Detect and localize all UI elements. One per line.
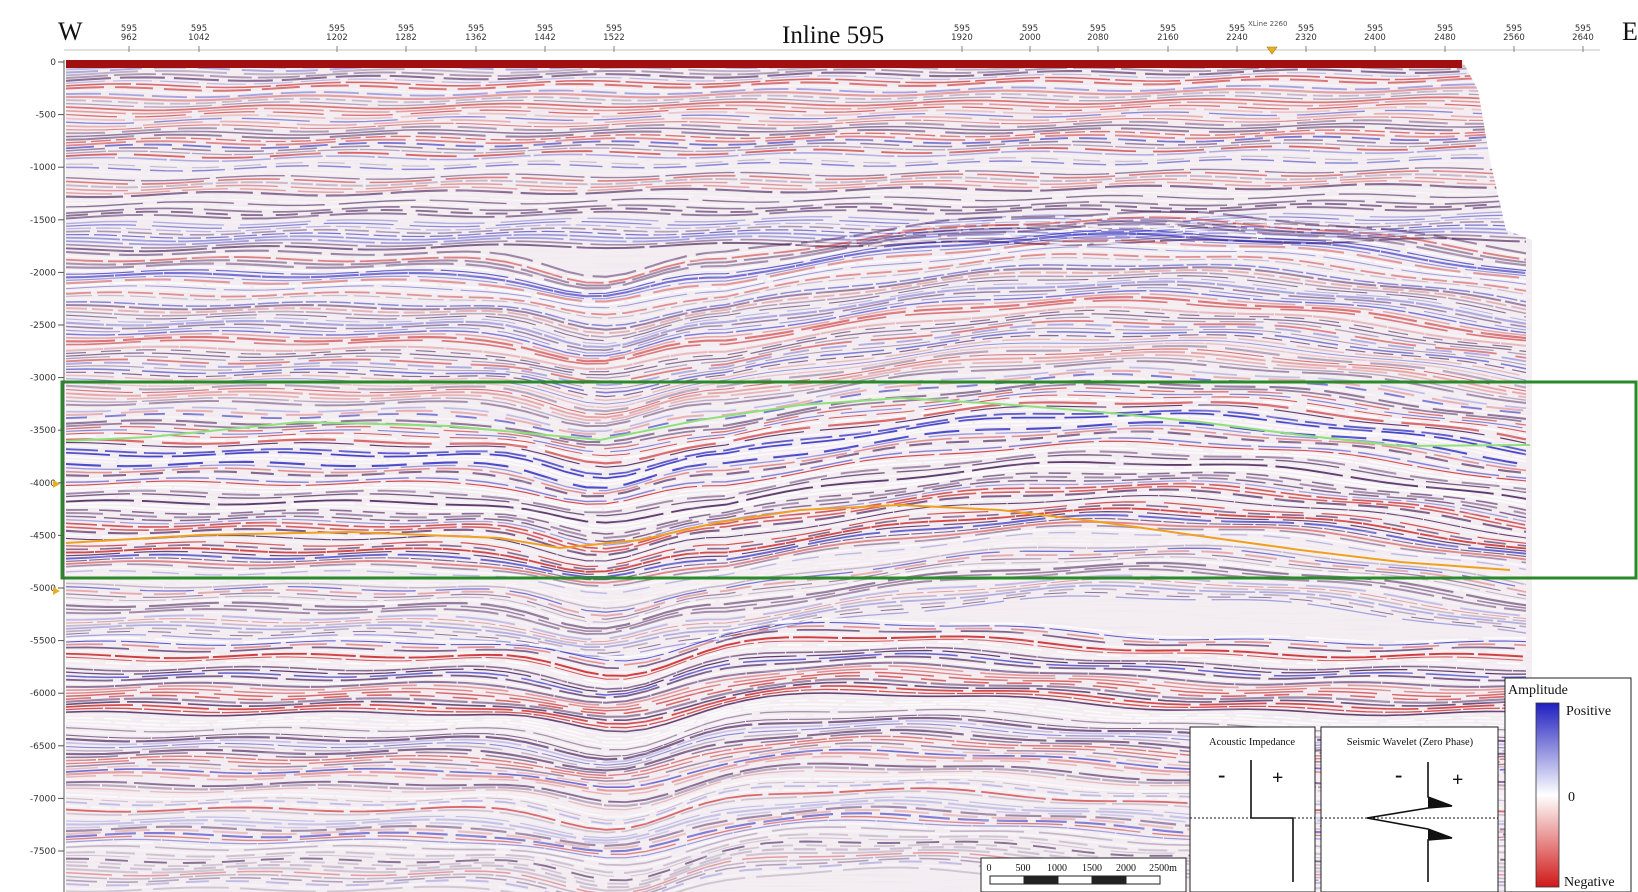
top-tick-inline-label: 595 <box>1160 24 1176 34</box>
acoustic-impedance-title: Acoustic Impedance <box>1209 737 1295 748</box>
top-tick-inline-label: 595 <box>1022 24 1038 34</box>
seismic-wavelet-title: Seismic Wavelet (Zero Phase) <box>1347 737 1474 748</box>
scale-bar-label: 1500 <box>1082 863 1102 874</box>
depth-tick-label: -5000 <box>30 584 56 594</box>
depth-tick-label: -1000 <box>30 163 56 173</box>
depth-axis: 0 -500 -1000 -1500 -2000 -2500 -3000 -3500 -4000… <box>30 58 64 857</box>
scale-bar-segment <box>1125 875 1161 885</box>
wavelet-upper-lobe <box>1428 797 1452 808</box>
xline-marker-label: XLine 2260 <box>1248 20 1287 28</box>
top-tick-label: 2160 <box>1157 33 1179 43</box>
amplitude-legend: Amplitude Positive 0 Negative <box>1504 677 1632 892</box>
amplitude-color-bar <box>1535 702 1560 888</box>
amplitude-negative-label: Negative <box>1564 875 1615 890</box>
scale-bar: 0 500 1000 1500 2000 2500m <box>980 857 1187 892</box>
top-axis: 5959625951042595120259512825951362595144… <box>121 24 1594 52</box>
top-tick-inline-label: 595 <box>1090 24 1106 34</box>
depth-tick-label: -4500 <box>30 531 56 541</box>
section-title: Inline 595 <box>782 22 884 49</box>
top-tick-label: 1362 <box>465 33 487 43</box>
depth-tick-label: -500 <box>36 111 57 121</box>
scale-bar-segment <box>1023 875 1059 885</box>
top-tick-inline-label: 595 <box>606 24 622 34</box>
scale-bar-label: 0 <box>987 863 992 874</box>
west-label: W <box>58 17 83 46</box>
scale-bar-segment <box>989 875 1025 885</box>
lower-horizon-line <box>65 503 1511 571</box>
depth-tick-label: -1500 <box>30 216 56 226</box>
depth-tick-label: -6000 <box>30 689 56 699</box>
amplitude-zero-label: 0 <box>1568 790 1575 805</box>
top-tick-label: 2480 <box>1434 33 1456 43</box>
seismic-wavelet-plus: + <box>1452 769 1463 791</box>
depth-tick-label: -7500 <box>30 847 56 857</box>
top-tick-inline-label: 595 <box>954 24 970 34</box>
scale-bar-label: 2000 <box>1116 863 1136 874</box>
depth-marker-icon <box>53 480 60 488</box>
amplitude-positive-label: Positive <box>1566 704 1611 719</box>
top-tick-label: 2560 <box>1503 33 1525 43</box>
seismic-data-area <box>66 60 1532 892</box>
scale-bar-label: 500 <box>1016 863 1031 874</box>
top-tick-inline-label: 595 <box>1437 24 1453 34</box>
top-tick-label: 2080 <box>1087 33 1109 43</box>
depth-tick-label: -5500 <box>30 637 56 647</box>
top-tick-inline-label: 595 <box>1506 24 1522 34</box>
top-tick-label: 2640 <box>1572 33 1594 43</box>
wavelet-lower-lobe <box>1428 829 1452 840</box>
top-tick-label: 962 <box>121 33 137 43</box>
depth-marker-icon <box>53 587 60 595</box>
top-tick-inline-label: 595 <box>1367 24 1383 34</box>
top-tick-inline-label: 595 <box>398 24 414 34</box>
upper-horizon-line <box>65 396 1531 448</box>
depth-tick-label: -4000 <box>30 479 56 489</box>
xline-marker-icon <box>1266 46 1278 55</box>
top-tick-inline-label: 595 <box>1229 24 1245 34</box>
top-tick-label: 2320 <box>1295 33 1317 43</box>
top-tick-inline-label: 595 <box>537 24 553 34</box>
top-tick-inline-label: 595 <box>1298 24 1314 34</box>
top-tick-label: 1042 <box>188 33 210 43</box>
top-tick-inline-label: 595 <box>121 24 137 34</box>
surface-band <box>66 60 1462 68</box>
scale-bar-segment <box>1057 875 1093 885</box>
seismic-wavelet-panel: Seismic Wavelet (Zero Phase) - + <box>1320 726 1499 892</box>
top-tick-label: 2240 <box>1226 33 1248 43</box>
depth-tick-label: -3500 <box>30 426 56 436</box>
top-tick-label: 1202 <box>326 33 348 43</box>
scale-bar-label: 2500m <box>1149 863 1177 874</box>
interval-highlight-box <box>60 380 1638 580</box>
top-tick-label: 1442 <box>534 33 556 43</box>
seismic-wavelet-minus: - <box>1395 762 1402 787</box>
acoustic-impedance-plus: + <box>1272 767 1283 789</box>
top-tick-inline-label: 595 <box>1575 24 1591 34</box>
top-tick-label: 2000 <box>1019 33 1041 43</box>
top-tick-label: 2400 <box>1364 33 1386 43</box>
top-tick-inline-label: 595 <box>468 24 484 34</box>
scale-bar-segment <box>1091 875 1127 885</box>
top-tick-label: 1920 <box>951 33 973 43</box>
acoustic-impedance-panel: Acoustic Impedance - + <box>1189 726 1316 892</box>
depth-tick-label: -2000 <box>30 268 56 278</box>
top-tick-label: 1282 <box>395 33 417 43</box>
amplitude-legend-title: Amplitude <box>1508 683 1568 698</box>
depth-tick-label: -6500 <box>30 742 56 752</box>
scale-bar-label: 1000 <box>1047 863 1067 874</box>
depth-tick-label: -7000 <box>30 794 56 804</box>
top-tick-label: 1522 <box>603 33 625 43</box>
depth-tick-label: -2500 <box>30 321 56 331</box>
top-tick-inline-label: 595 <box>329 24 345 34</box>
top-tick-inline-label: 595 <box>191 24 207 34</box>
acoustic-impedance-minus: - <box>1218 762 1225 787</box>
depth-tick-label: -3000 <box>30 374 56 384</box>
east-label: E <box>1622 17 1638 46</box>
depth-tick-label: 0 <box>50 58 56 68</box>
